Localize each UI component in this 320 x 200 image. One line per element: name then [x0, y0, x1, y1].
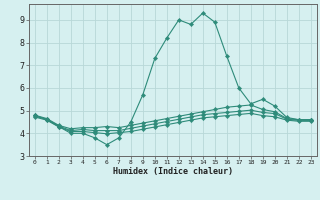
X-axis label: Humidex (Indice chaleur): Humidex (Indice chaleur) — [113, 167, 233, 176]
